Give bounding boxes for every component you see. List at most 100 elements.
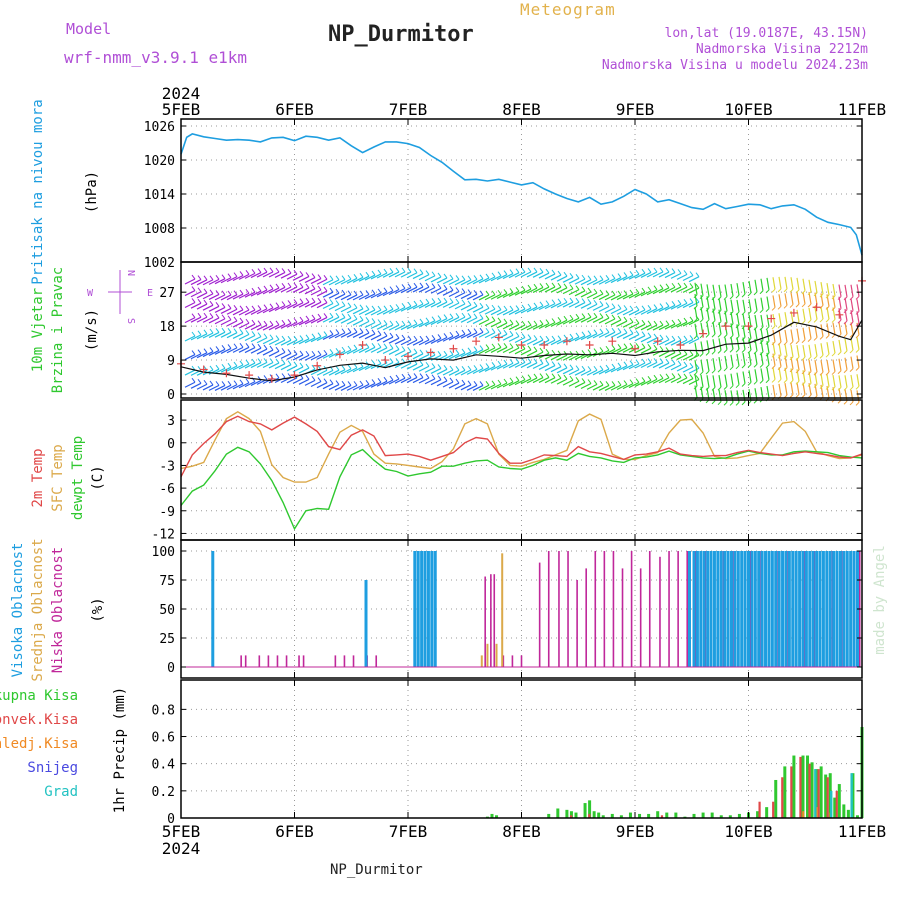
wind-barb-flag [635,343,640,348]
x-top-year: 2024 [162,84,201,103]
cloud-low-bar [375,655,378,667]
cloud-high-bar [764,551,768,667]
wind-barb [628,322,640,329]
y-tick-label: 1008 [144,222,175,237]
wind-barb [220,277,232,284]
wind-barb [400,377,412,384]
wind-barb [814,360,818,373]
wind-barb [448,334,460,341]
wind-barb-flag [497,289,502,295]
wind-barb-flag [431,316,436,321]
wind-barb [694,374,698,387]
wind-barb [184,369,196,376]
x-top-label: 7FEB [389,100,428,119]
wind-barb-flag [509,343,514,348]
temp-axis-title-2: SFC Temp [50,444,66,511]
wind-barb [826,374,830,387]
wind-barb-flag [311,297,316,303]
wind-barb-flag [759,351,764,356]
cloud-high-bar [747,551,750,667]
cloud-high-bar [733,551,737,667]
wind-barb-flag [741,311,746,316]
wind-barb-flag [197,330,202,336]
cloud-high-bar [416,551,420,667]
wind-barb [316,302,328,309]
wind-barb-flag [723,386,728,390]
pressure-axis-title: Pritisak na nivou mora [30,99,46,284]
wind-barb [814,325,818,338]
wind-barb [550,366,562,373]
wind-barb-flag [599,313,604,318]
wind-barb-flag [335,275,340,281]
wind-axis-title-1: 10m Vjetar [30,288,46,372]
wind-barb [574,302,586,309]
wind-barb-flag [329,287,334,293]
wind-barb [418,365,430,372]
wind-barb [544,339,556,346]
wind-barb-flag [425,317,430,323]
wind-barb [232,383,244,390]
precip-total-bar [842,804,846,818]
wind-barb [316,335,328,342]
wind-barb-flag [437,375,442,381]
precip-total-bar [728,815,732,818]
wind-barb [244,381,256,388]
wind-barb-flag [221,381,226,386]
cloud-low-bar [594,551,597,667]
wind-barb-flag [245,343,250,348]
wind-barb [814,280,818,294]
wind-barb-flag [699,371,704,376]
wind-barb-flag [257,332,262,337]
wind-barb-flag [197,379,202,384]
wind-barb [346,318,358,325]
wind-barb [568,354,580,361]
wind-barb-flag [831,352,836,357]
wind-barb [538,286,550,293]
cloud-high-bar [784,551,788,667]
wind-barb [718,298,722,311]
wind-barb [478,331,490,338]
wind-barb-flag [581,298,586,303]
wind-barb-flag [771,288,776,293]
wind-barb-flag [485,315,490,320]
wind-barb [250,324,262,331]
wind-barb [370,381,382,388]
wind-barb-flag [843,320,848,325]
cloud-low-bar [352,655,355,667]
wind-barb [550,274,562,281]
cloud-high-bar [787,551,791,667]
wind-barb [400,351,412,358]
cloud-low-bar [302,655,305,667]
precip-total-bar [647,813,651,818]
wind-barb [334,332,346,339]
wind-barb-flag [353,290,358,296]
wind-barb [502,362,514,369]
wind-barb-flag [849,401,854,406]
cloud-low-bar [276,655,279,667]
wind-barb [424,378,436,385]
wind-barb-flag [563,271,568,277]
wind-barb [412,273,424,280]
wind-barb-flag [533,373,538,379]
wind-barb [838,322,842,335]
wind-barb [376,347,388,354]
wind-barb [772,384,776,397]
wind-barb-flag [545,360,550,365]
wind-barb [640,347,652,354]
wind-barb-flag [389,358,394,363]
wind-barb [352,384,364,391]
wind-barb-flag [383,305,388,311]
wind-barb-flag [263,304,268,310]
wind-barb [712,388,716,401]
wind-barb-flag [659,374,664,379]
wind-barb [586,316,598,323]
wind-barb-flag [191,350,196,355]
wind-barb-flag [257,343,262,349]
wind-barb-flag [653,344,658,350]
wind-barb-flag [729,402,734,406]
wind-barb [394,271,406,278]
wind-barb-flag [371,270,376,276]
wind-barb-flag [695,272,700,277]
wind-barb [238,382,250,389]
wind-barb-flag [443,297,448,303]
